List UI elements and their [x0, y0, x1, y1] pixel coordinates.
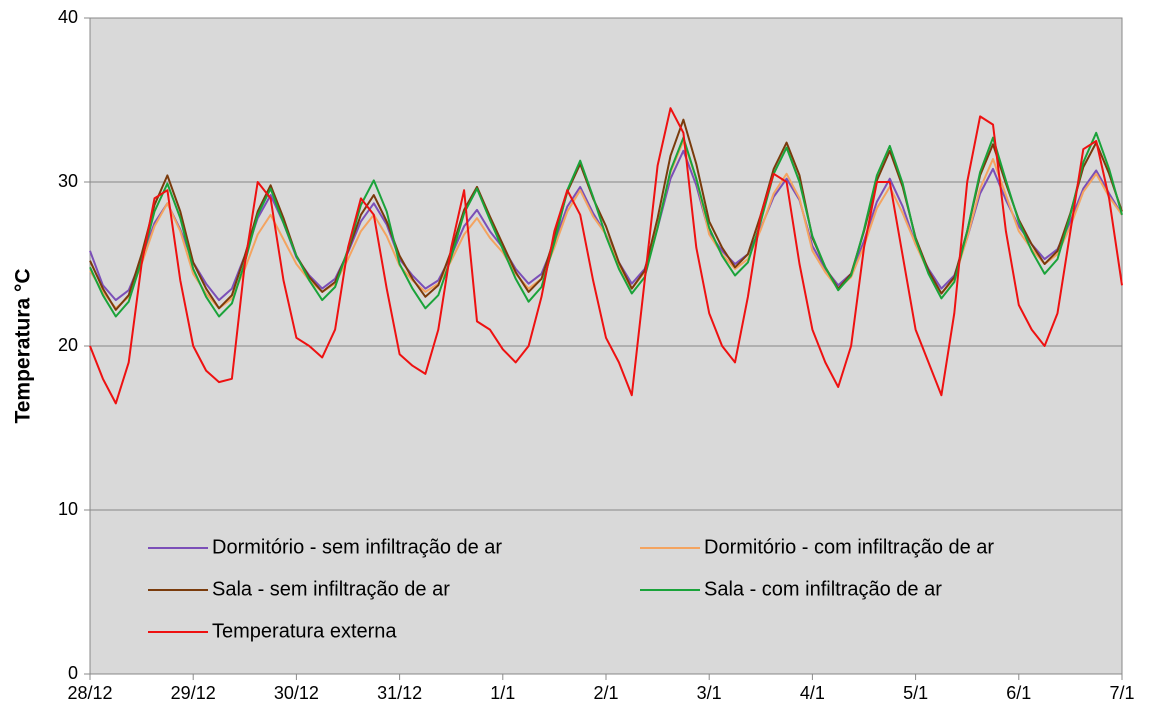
x-tick-label: 2/1	[593, 683, 618, 703]
x-tick-label: 1/1	[490, 683, 515, 703]
series-line	[89, 131, 1123, 318]
x-tick-label: 6/1	[1006, 683, 1031, 703]
legend-label: Sala - sem infiltração de ar	[212, 578, 450, 600]
y-tick-label: 10	[58, 499, 78, 519]
legend-label: Temperatura externa	[212, 620, 397, 642]
legend-label: Dormitório - sem infiltração de ar	[212, 536, 502, 558]
legend-label: Sala - com infiltração de ar	[704, 578, 942, 600]
y-tick-label: 20	[58, 335, 78, 355]
x-tick-label: 31/12	[377, 683, 422, 703]
y-tick-label: 40	[58, 7, 78, 27]
series-line	[89, 107, 1123, 405]
x-tick-label: 3/1	[697, 683, 722, 703]
y-axis-label: Temperatura °C	[12, 268, 35, 423]
y-tick-label: 0	[68, 663, 78, 683]
x-tick-label: 4/1	[800, 683, 825, 703]
legend-label: Dormitório - com infiltração de ar	[704, 536, 994, 558]
x-tick-label: 5/1	[903, 683, 928, 703]
x-tick-label: 30/12	[274, 683, 319, 703]
y-tick-label: 30	[58, 171, 78, 191]
x-tick-label: 29/12	[171, 683, 216, 703]
x-tick-label: 7/1	[1109, 683, 1134, 703]
x-tick-label: 28/12	[67, 683, 112, 703]
series-line	[89, 118, 1123, 311]
